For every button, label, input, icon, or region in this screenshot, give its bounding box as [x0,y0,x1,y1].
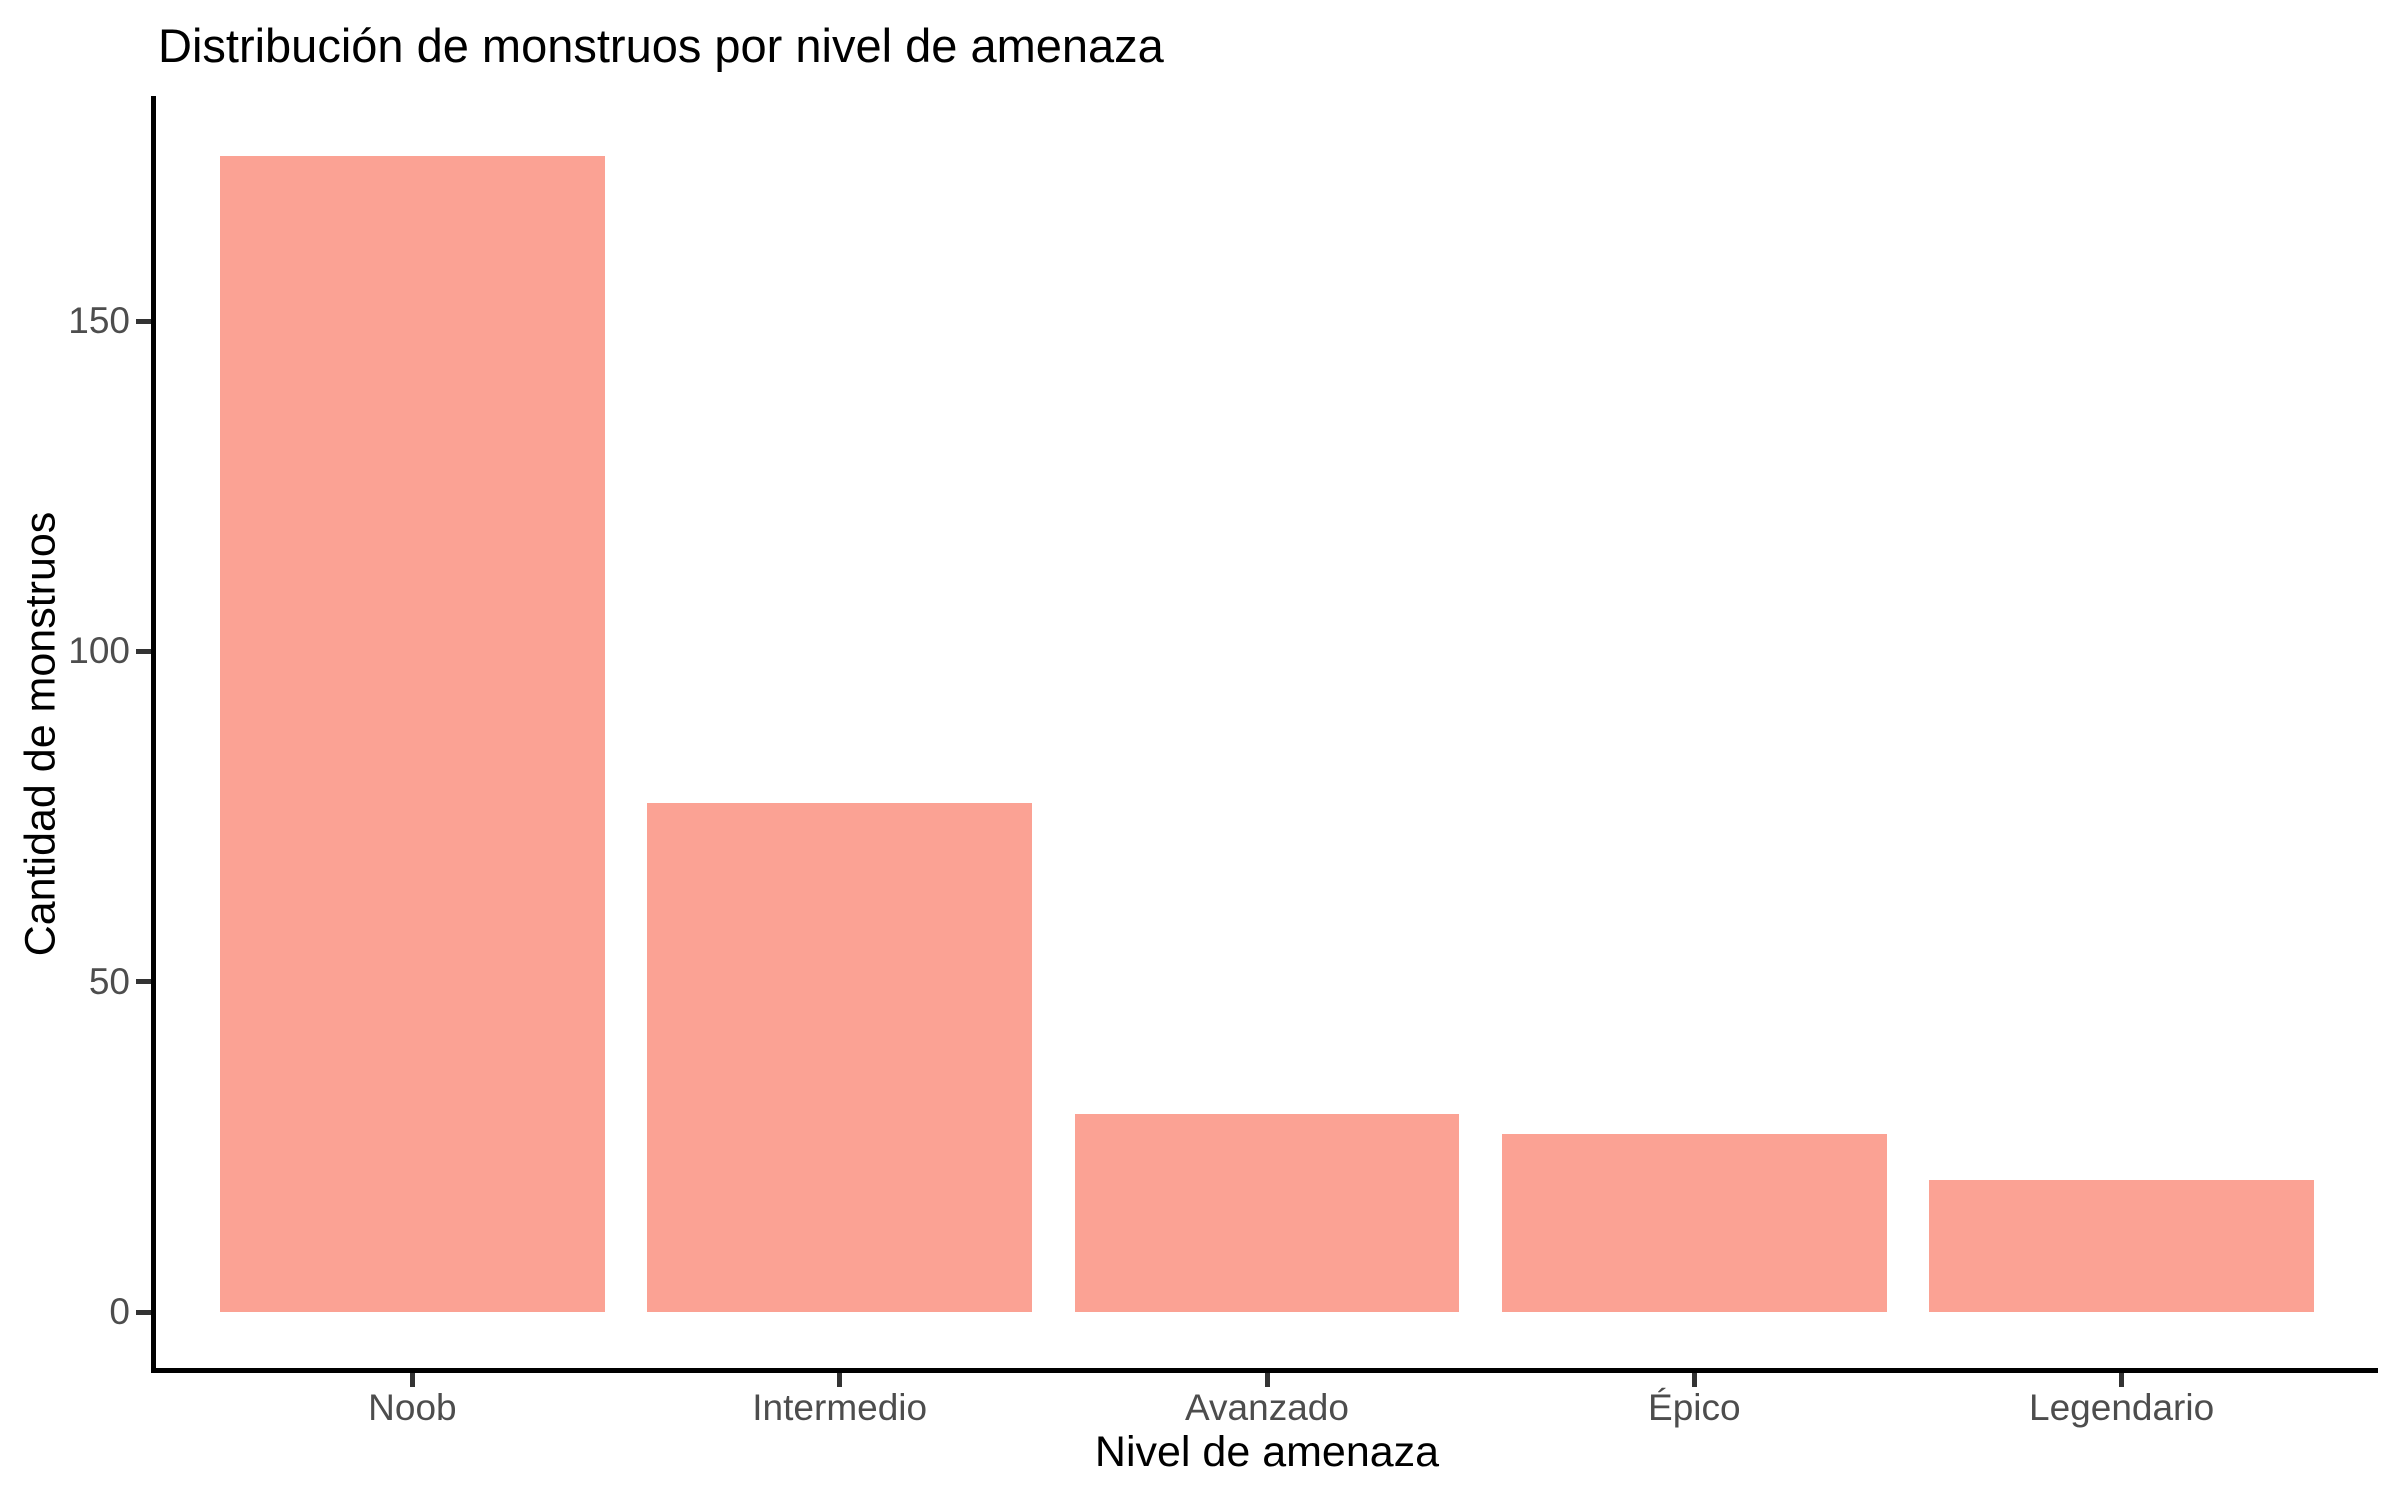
x-axis-title: Nivel de amenaza [1094,1428,1440,1476]
bar-avanzado [1074,1113,1460,1313]
y-tick-label-100: 100 [68,630,130,672]
x-tick-mark-noob [409,1373,415,1387]
x-tick-label-épico: Épico [1648,1387,1741,1428]
y-tick-mark-100 [136,648,151,654]
x-tick-mark-intermedio [837,1373,843,1387]
x-axis-line [151,1368,2378,1373]
y-axis-line [151,96,156,1373]
y-axis-title: Cantidad de monstruos [16,511,65,957]
x-tick-mark-avanzado [1264,1373,1270,1387]
y-tick-label-50: 50 [88,960,130,1002]
y-tick-label-150: 150 [68,300,130,341]
chart-title: Distribución de monstruos por nivel de a… [158,19,1164,72]
x-tick-label-intermedio: Intermedio [752,1387,928,1428]
x-tick-label-legendario: Legendario [2029,1387,2215,1428]
bar-intermedio [647,803,1032,1313]
y-tick-mark-150 [136,318,151,324]
y-tick-mark-0 [136,1309,151,1315]
x-tick-mark-legendario [2119,1373,2125,1387]
x-tick-label-avanzado: Avanzado [1185,1387,1349,1428]
bar-épico [1502,1133,1887,1313]
x-tick-label-noob: Noob [368,1387,457,1428]
y-tick-label-0: 0 [109,1291,130,1333]
bar-legendario [1929,1180,2314,1313]
x-tick-mark-épico [1691,1373,1697,1387]
bar-noob [220,155,605,1313]
y-tick-mark-50 [136,979,151,985]
